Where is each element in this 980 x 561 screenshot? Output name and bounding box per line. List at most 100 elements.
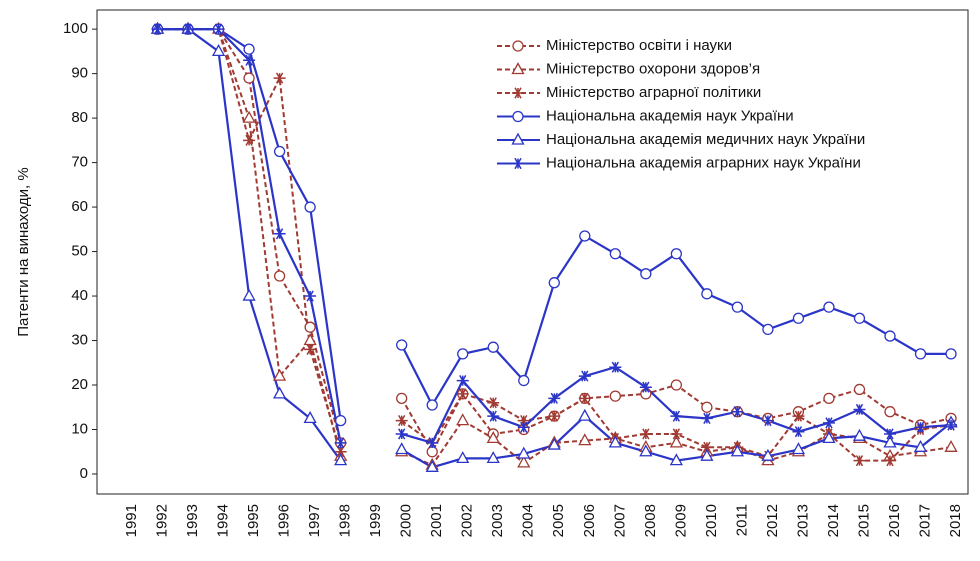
marker-star (395, 428, 408, 440)
marker-star (639, 428, 652, 440)
x-tick-label: 1996 (276, 504, 293, 537)
marker-star (426, 437, 439, 449)
marker (456, 374, 469, 387)
y-tick-label: 60 (71, 198, 88, 215)
marker (273, 72, 286, 84)
x-tick-label: 1992 (153, 504, 170, 537)
y-tick-label: 90 (71, 65, 88, 82)
marker-star (792, 410, 805, 422)
marker (425, 459, 439, 472)
marker-circle (640, 268, 652, 280)
marker-triangle (669, 435, 683, 448)
marker (944, 439, 958, 452)
marker (945, 348, 957, 360)
marker-star (304, 290, 317, 302)
marker (517, 455, 531, 468)
marker-star (212, 23, 225, 35)
x-tick-label: 1995 (245, 504, 262, 537)
x-tick-label: 2012 (764, 504, 781, 537)
marker-circle (426, 446, 438, 458)
x-tick-label: 2011 (733, 504, 750, 536)
marker (512, 87, 524, 99)
marker-star (334, 437, 347, 449)
marker (395, 415, 408, 427)
x-tick-label: 2017 (916, 504, 933, 537)
y-tick-label: 30 (71, 331, 88, 348)
marker (792, 426, 805, 438)
marker (670, 428, 683, 440)
marker (273, 368, 287, 381)
marker-triangle (883, 435, 897, 448)
marker (579, 230, 591, 242)
marker (700, 412, 713, 424)
marker (730, 444, 744, 457)
marker (548, 392, 561, 404)
marker (511, 132, 525, 145)
marker (243, 54, 256, 66)
marker (273, 228, 286, 240)
x-tick-label: 1999 (367, 504, 384, 537)
marker (669, 435, 683, 448)
marker (511, 62, 525, 75)
x-tick-label: 2006 (581, 504, 598, 537)
y-axis-label: Патенти на винаходи, % (15, 167, 32, 336)
marker (853, 383, 866, 396)
marker (914, 421, 927, 433)
marker (578, 433, 592, 446)
marker (273, 386, 287, 399)
x-tick-label: 2013 (794, 504, 811, 537)
marker (914, 348, 927, 360)
marker (426, 446, 438, 458)
marker (456, 413, 470, 426)
marker (334, 437, 347, 449)
marker-circle (823, 301, 835, 313)
marker (517, 421, 530, 433)
marker (609, 390, 621, 402)
marker-star (578, 370, 591, 382)
x-tick-label: 2008 (642, 504, 659, 537)
marker (669, 453, 683, 466)
marker (242, 288, 256, 301)
y-tick-label: 20 (71, 376, 88, 393)
marker (273, 145, 286, 158)
marker (609, 248, 621, 260)
marker (304, 343, 317, 355)
marker-circle (853, 383, 866, 396)
marker-triangle (791, 442, 806, 455)
marker-triangle (822, 431, 836, 444)
x-tick-label: 2004 (520, 504, 537, 537)
marker-triangle (547, 437, 561, 450)
marker-triangle (700, 448, 714, 461)
marker-star (273, 228, 286, 240)
marker (884, 330, 896, 342)
marker-circle (396, 392, 408, 405)
marker-circle (670, 248, 683, 260)
marker (456, 451, 470, 464)
marker (852, 428, 867, 441)
x-tick-label: 2010 (703, 504, 720, 537)
marker-star (609, 361, 622, 373)
marker-triangle (608, 435, 622, 448)
marker (670, 379, 683, 391)
marker-star (700, 412, 713, 424)
marker (517, 415, 530, 427)
marker (792, 312, 805, 324)
marker (518, 374, 530, 387)
marker (883, 435, 897, 448)
marker-star (700, 441, 713, 453)
legend-label: Міністерство охорони здоров’я (546, 60, 760, 77)
marker-circle (853, 312, 866, 324)
marker-triangle (273, 386, 287, 399)
marker (182, 23, 195, 35)
marker-triangle (511, 62, 525, 75)
marker-triangle (334, 453, 348, 466)
marker-circle (273, 270, 286, 282)
marker-triangle (242, 110, 256, 123)
marker (303, 411, 317, 424)
marker-triangle (486, 431, 500, 444)
marker (945, 419, 958, 431)
x-tick-label: 2001 (428, 504, 445, 537)
marker-circle (609, 390, 621, 402)
marker (548, 410, 561, 422)
